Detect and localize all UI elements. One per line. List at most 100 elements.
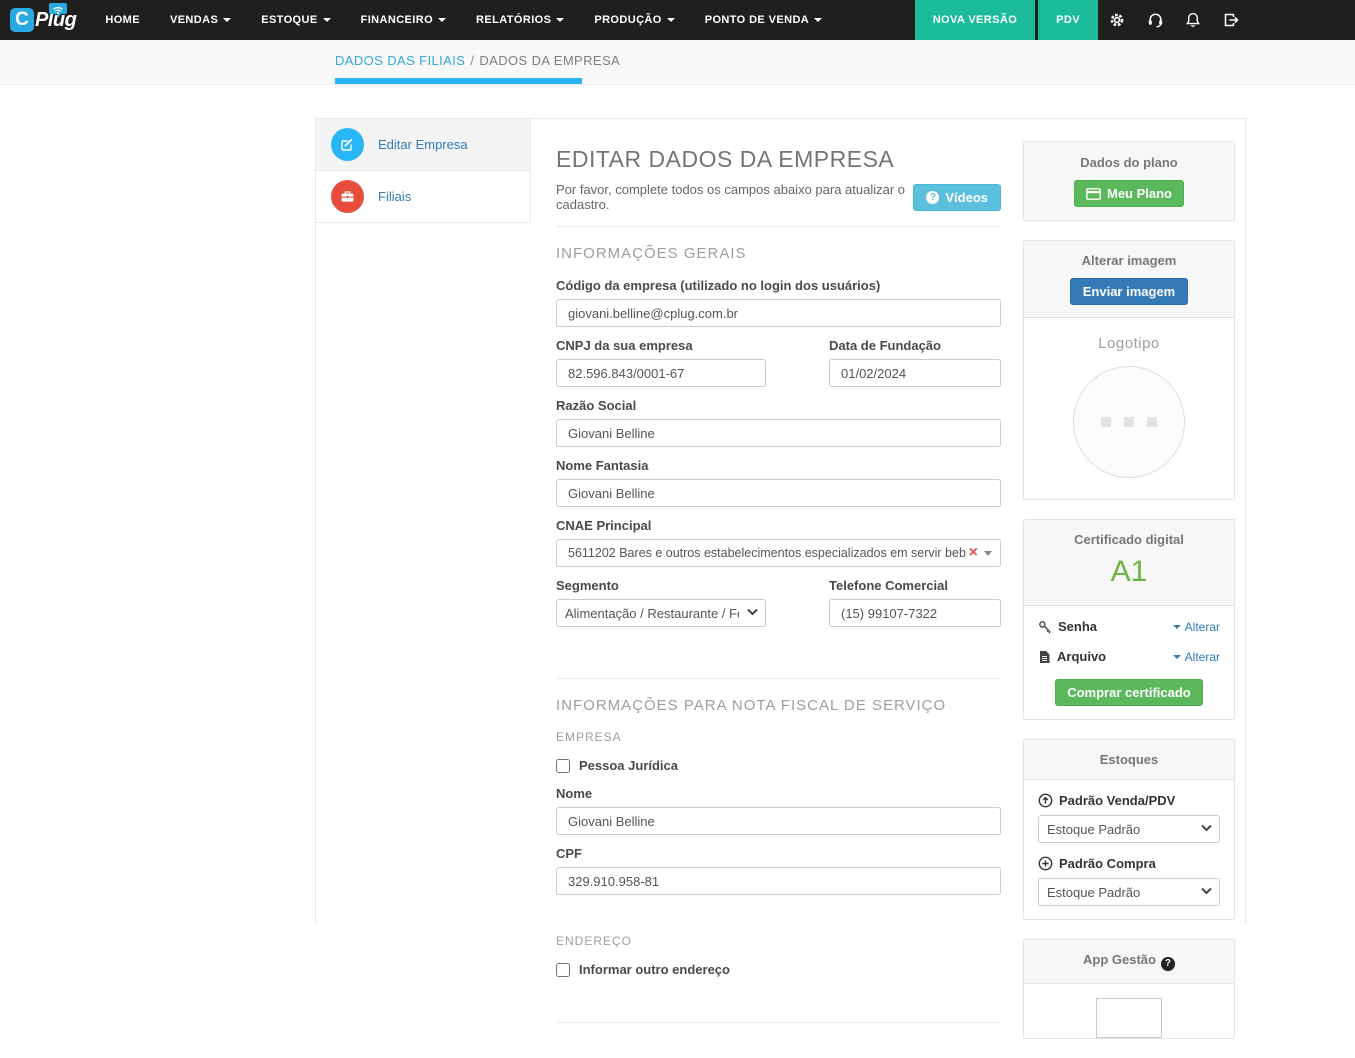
padrao-compra-select[interactable]: Estoque Padrão bbox=[1038, 878, 1220, 906]
tab-editar-empresa[interactable]: Editar Empresa bbox=[316, 119, 530, 171]
arrow-circle-icon bbox=[1038, 856, 1053, 871]
panel-title: Estoques bbox=[1099, 752, 1159, 767]
menu-relatorios[interactable]: RELATÓRIOS bbox=[461, 0, 579, 40]
cpf-label: CPF bbox=[556, 846, 582, 861]
menu-producao[interactable]: PRODUÇÃO bbox=[579, 0, 689, 40]
settings-tabs: Editar Empresa Filiais bbox=[316, 119, 531, 223]
informar-outro-endereco-checkbox[interactable] bbox=[556, 962, 570, 977]
nome-input[interactable] bbox=[556, 807, 1001, 835]
segmento-select[interactable]: Alimentação / Restaurante / Food bbox=[556, 599, 766, 627]
nome-label: Nome bbox=[556, 786, 593, 801]
menu-estoque[interactable]: ESTOQUE bbox=[246, 0, 345, 40]
cnpj-label: CNPJ da sua empresa bbox=[556, 338, 693, 353]
panel-certificado-digital: Certificado digital A1 Senha Alterar bbox=[1023, 519, 1235, 720]
data-fundacao-input[interactable] bbox=[829, 359, 1001, 387]
caret-down-icon bbox=[1172, 654, 1181, 659]
page-title: EDITAR DADOS DA EMPRESA bbox=[556, 146, 895, 172]
razao-social-label: Razão Social bbox=[556, 398, 637, 413]
menu-vendas[interactable]: VENDAS bbox=[155, 0, 246, 40]
cpf-input[interactable] bbox=[556, 867, 1001, 895]
videos-button[interactable]: ? Vídeos bbox=[913, 183, 1001, 211]
logo-placeholder[interactable] bbox=[1073, 366, 1185, 478]
cnae-label: CNAE Principal bbox=[556, 518, 652, 533]
cnae-select[interactable]: 5611202 Bares e outros estabelecimentos … bbox=[556, 539, 1001, 567]
top-navbar: C Plug HOME VENDAS ESTOQUE FINANCEIRO RE… bbox=[0, 0, 1355, 40]
chevron-down-icon bbox=[984, 550, 992, 556]
content-container: Editar Empresa Filiais EDITAR DADOS DA E… bbox=[315, 118, 1246, 1039]
razao-social-input[interactable] bbox=[556, 419, 1001, 447]
enviar-imagem-button[interactable]: Enviar imagem bbox=[1069, 278, 1189, 305]
alterar-arquivo-link[interactable]: Alterar bbox=[1172, 650, 1220, 664]
arrow-circle-icon bbox=[1038, 793, 1053, 808]
data-fundacao-label: Data de Fundação bbox=[829, 338, 941, 353]
edit-company-form: EDITAR DADOS DA EMPRESA Por favor, compl… bbox=[556, 119, 1001, 1041]
informar-outro-endereco-label: Informar outro endereço bbox=[579, 962, 730, 977]
placeholder-square bbox=[1147, 417, 1157, 427]
cnpj-input[interactable] bbox=[556, 359, 766, 387]
main-menu: HOME VENDAS ESTOQUE FINANCEIRO RELATÓRIO… bbox=[90, 0, 837, 40]
padrao-venda-select[interactable]: Estoque Padrão bbox=[1038, 815, 1220, 843]
chevron-down-icon bbox=[814, 18, 823, 22]
file-icon bbox=[1040, 650, 1050, 663]
settings-gear-icon[interactable] bbox=[1098, 0, 1136, 40]
senha-label: Senha bbox=[1058, 619, 1098, 634]
notifications-bell-icon[interactable] bbox=[1174, 0, 1212, 40]
subsection-empresa: EMPRESA bbox=[556, 730, 622, 744]
codigo-empresa-input[interactable] bbox=[556, 299, 1001, 327]
padrao-venda-label: Padrão Venda/PDV bbox=[1059, 793, 1176, 808]
card-icon bbox=[1086, 187, 1101, 200]
logout-icon[interactable] bbox=[1212, 0, 1250, 40]
alterar-senha-link[interactable]: Alterar bbox=[1172, 620, 1220, 634]
section-informacoes-gerais: INFORMAÇÕES GERAIS bbox=[556, 245, 747, 262]
briefcase-icon bbox=[331, 180, 364, 213]
panel-estoques: Estoques Padrão Venda/PDV Estoque Padrão bbox=[1023, 739, 1235, 920]
right-sidebar: Dados do plano Meu Plano Alterar imagem … bbox=[1023, 141, 1235, 1058]
breadcrumb-bar: DADOS DAS FILIAIS / DADOS DA EMPRESA bbox=[0, 40, 1355, 85]
page-subtitle: Por favor, complete todos os campos abai… bbox=[556, 182, 906, 212]
chevron-down-icon bbox=[223, 18, 232, 22]
breadcrumb-link-filiais[interactable]: DADOS DAS FILIAIS bbox=[335, 52, 466, 68]
logo-text: Plug bbox=[35, 8, 77, 31]
padrao-compra-label: Padrão Compra bbox=[1059, 856, 1156, 871]
chevron-down-icon bbox=[556, 18, 565, 22]
navbar-spacer bbox=[837, 0, 915, 40]
comprar-certificado-button[interactable]: Comprar certificado bbox=[1055, 679, 1203, 706]
menu-ponto-de-venda[interactable]: PONTO DE VENDA bbox=[690, 0, 837, 40]
caret-down-icon bbox=[1172, 624, 1181, 629]
telefone-comercial-input[interactable] bbox=[829, 599, 1001, 627]
panel-title: App Gestão bbox=[1083, 952, 1156, 967]
panel-app-gestao: App Gestão? bbox=[1023, 939, 1235, 1039]
panel-alterar-imagem: Alterar imagem Enviar imagem Logotipo bbox=[1023, 240, 1235, 500]
nome-fantasia-label: Nome Fantasia bbox=[556, 458, 649, 473]
navbar-right-pad bbox=[1250, 0, 1355, 40]
divider bbox=[556, 1022, 1001, 1023]
clear-x-icon[interactable]: × bbox=[968, 544, 978, 561]
key-icon bbox=[1039, 620, 1051, 634]
breadcrumb: DADOS DAS FILIAIS / DADOS DA EMPRESA bbox=[335, 40, 620, 80]
panel-title: Dados do plano bbox=[1080, 155, 1178, 170]
help-circle-icon[interactable]: ? bbox=[1160, 956, 1175, 971]
menu-financeiro[interactable]: FINANCEIRO bbox=[346, 0, 461, 40]
support-headset-icon[interactable] bbox=[1136, 0, 1174, 40]
nova-versao-button[interactable]: NOVA VERSÃO bbox=[914, 0, 1036, 40]
chevron-down-icon bbox=[666, 18, 675, 22]
tab-filiais[interactable]: Filiais bbox=[316, 171, 530, 223]
help-circle-icon: ? bbox=[926, 190, 940, 204]
edit-pencil-icon bbox=[331, 128, 364, 161]
segmento-label: Segmento bbox=[556, 578, 619, 593]
cplug-logo[interactable]: C Plug bbox=[0, 0, 90, 40]
tab-label: Editar Empresa bbox=[378, 137, 468, 152]
panel-title: Alterar imagem bbox=[1081, 253, 1177, 268]
chevron-down-icon bbox=[322, 18, 331, 22]
pdv-button[interactable]: PDV bbox=[1038, 0, 1098, 40]
panel-dados-do-plano: Dados do plano Meu Plano bbox=[1023, 141, 1235, 221]
breadcrumb-active-underline bbox=[335, 78, 582, 84]
menu-home[interactable]: HOME bbox=[105, 14, 140, 26]
nome-fantasia-input[interactable] bbox=[556, 479, 1001, 507]
wifi-bubble-icon bbox=[48, 2, 68, 22]
section-nota-fiscal: INFORMAÇÕES PARA NOTA FISCAL DE SERVIÇO bbox=[556, 697, 947, 714]
logotipo-label: Logotipo bbox=[1098, 335, 1160, 352]
breadcrumb-current: DADOS DA EMPRESA bbox=[479, 52, 621, 68]
meu-plano-button[interactable]: Meu Plano bbox=[1073, 180, 1184, 207]
pessoa-juridica-checkbox[interactable] bbox=[556, 758, 570, 773]
